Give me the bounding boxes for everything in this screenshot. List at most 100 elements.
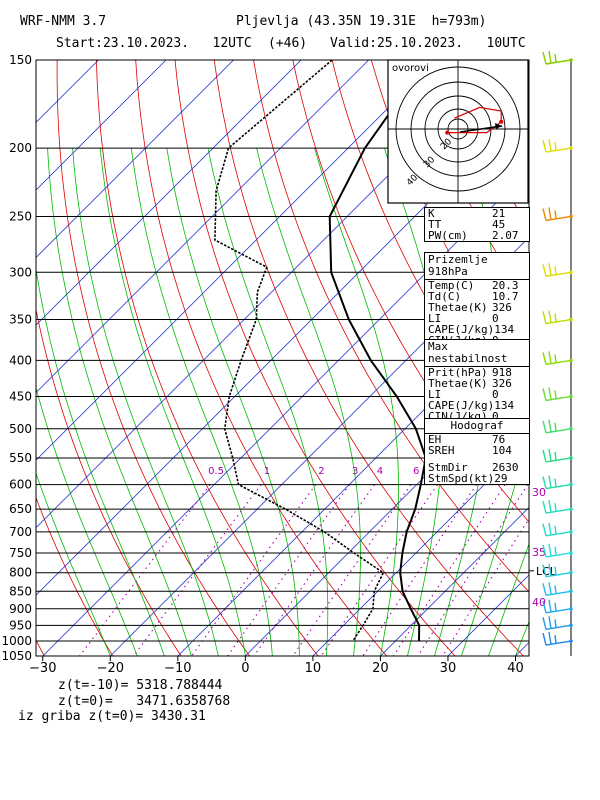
wind-barb	[542, 387, 573, 402]
wind-barb	[542, 310, 573, 325]
panel-row-value: 918	[492, 366, 512, 379]
panel-row: StmSpd(kt) 29	[425, 473, 529, 484]
panel-row-label: K	[428, 207, 435, 220]
mixing-ratio-label: 2	[318, 466, 324, 477]
pressure-tick-label: 250	[9, 209, 32, 223]
right-axis-label: 35	[532, 546, 546, 559]
wind-barb	[542, 582, 573, 596]
right-axis-label: 40	[532, 596, 546, 609]
surface-panel: Prizemlje 918hPa Temp(C) 20.3 Td(C) 10.7 Thet…	[424, 252, 530, 347]
isotherm	[380, 506, 529, 656]
panel-row-label: PW(cm)	[428, 229, 468, 242]
panel-row: Temp(C) 20.3	[425, 280, 529, 291]
wind-barb	[542, 522, 573, 537]
pressure-tick-label: 150	[9, 53, 32, 67]
panel-row: StmDir 2630	[425, 462, 529, 473]
pressure-tick-label: 1000	[1, 634, 32, 648]
temperature-tick-label: −10	[164, 661, 191, 676]
panel-row-value: 20.3	[492, 279, 519, 292]
isotherm	[245, 371, 529, 656]
pressure-tick-label: 500	[9, 422, 32, 436]
temperature-tick-label: −20	[97, 661, 124, 676]
panel-row-value: 104	[492, 444, 512, 457]
moist-adiabat	[207, 148, 329, 656]
pressure-tick-label: 450	[9, 389, 32, 403]
mixing-ratio-label: 4	[377, 466, 383, 477]
mixing-ratio-line	[79, 484, 211, 656]
index-panel: K 21 TT 45 PW(cm) 2.07	[424, 207, 530, 242]
panel-row-label: SREH	[428, 444, 455, 457]
panel-row-value: 45	[492, 218, 506, 231]
wind-barb	[542, 419, 573, 434]
panel-row: CAPE(J/kg) 134	[425, 400, 529, 411]
pressure-tick-label: 950	[9, 618, 32, 632]
panel-row-label: EH	[428, 433, 442, 446]
pressure-tick-label: 850	[9, 584, 32, 598]
temperature-tick-label: 20	[372, 661, 389, 676]
mixing-ratio-label: 6	[413, 466, 419, 477]
right-axis-label: 30	[532, 486, 546, 499]
mixing-ratio-line	[227, 484, 351, 656]
panel-title: Prizemlje 918hPa	[425, 253, 529, 280]
panel-row-label: Temp(C)	[428, 279, 475, 292]
pressure-tick-label: 400	[9, 353, 32, 367]
temperature-tick-label: 40	[507, 661, 524, 676]
isotherm	[36, 60, 167, 191]
z-minus10-label: z(t=-10)= 5318.788444	[58, 678, 223, 693]
moist-adiabat	[314, 147, 399, 656]
temperature-tick-label: −30	[29, 661, 56, 676]
panel-row: K 21	[425, 208, 529, 219]
lcl-label: LCL	[536, 565, 557, 578]
panel-row-label: TT	[428, 218, 442, 231]
isotherm	[36, 60, 437, 461]
panel-row: LI 0	[425, 313, 529, 324]
isotherm	[36, 60, 234, 259]
wind-barb	[542, 563, 573, 578]
isotherm	[42, 169, 529, 656]
start-label: Start:23.10.2023. 12UTC	[56, 36, 252, 51]
moist-adiabat	[47, 148, 192, 656]
pressure-tick-label: 350	[9, 313, 32, 327]
panel-row: CIN(J/kg) 0	[425, 411, 529, 422]
moist-adiabat	[256, 148, 361, 656]
mixing-ratio-line	[417, 484, 529, 656]
wind-barb	[542, 207, 573, 222]
wind-barb	[542, 616, 573, 631]
panel-row: EH 76	[425, 434, 529, 445]
panel-row-value: 10.7	[492, 290, 519, 303]
pressure-tick-label: 650	[9, 502, 32, 516]
wind-barb	[542, 138, 573, 153]
z-zero-label: z(t=0)= 3471.6358768	[58, 694, 231, 709]
moist-adiabat	[488, 542, 529, 656]
storm-motion-arrow	[459, 125, 503, 133]
pressure-tick-label: 300	[9, 265, 32, 279]
pressure-tick-label: 1050	[1, 649, 32, 663]
panel-title: Max nestabilnost	[425, 340, 529, 367]
wind-barb	[542, 475, 573, 490]
panel-row-value: 326	[492, 377, 512, 390]
panel-row-value: 2.07	[492, 229, 519, 242]
panel-row-label: StmDir	[428, 461, 468, 474]
panel-row-label: Thetae(K)	[428, 301, 488, 314]
panel-row-value: 0	[492, 312, 499, 325]
panel-row-value: 326	[492, 301, 512, 314]
panel-row-label: CAPE(J/kg)	[428, 323, 495, 336]
hodograph-panel: Hodograf EH 76 SREH 104 StmDir 2630 StmSpd(kt) 2…	[424, 418, 530, 485]
wind-barb	[542, 448, 573, 463]
moist-adiabat	[99, 148, 246, 656]
panel-row-label: CIN(J/kg)	[428, 410, 488, 423]
mixing-ratio-label: 0.5	[208, 466, 224, 477]
panel-row-label: LI	[428, 388, 442, 401]
temperature-tick-label: 30	[440, 661, 457, 676]
pressure-tick-label: 200	[9, 141, 32, 155]
panel-row: TT 45	[425, 219, 529, 230]
moist-adiabat	[72, 148, 219, 656]
dry-adiabat	[56, 60, 251, 656]
isotherm	[36, 60, 369, 394]
panel-row: Thetae(K) 326	[425, 378, 529, 389]
panel-row-label: StmSpd(kt)	[428, 472, 495, 485]
isotherm	[110, 236, 529, 656]
isotherm	[312, 439, 529, 656]
dry-adiabat	[135, 60, 387, 656]
panel-row: LI 0	[425, 389, 529, 400]
